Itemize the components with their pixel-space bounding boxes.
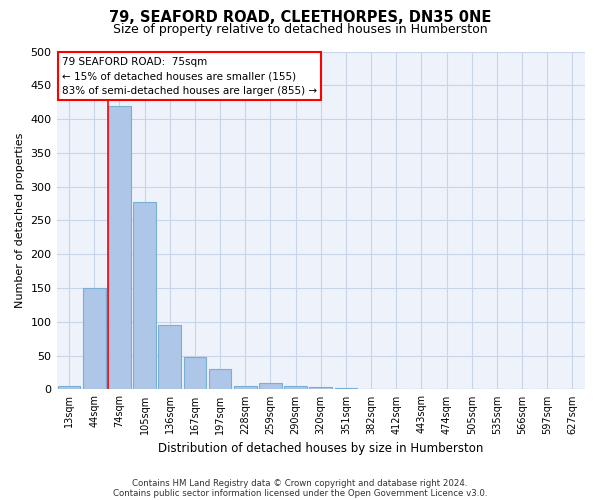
Text: Contains HM Land Registry data © Crown copyright and database right 2024.: Contains HM Land Registry data © Crown c… (132, 478, 468, 488)
Bar (133, 202, 156, 390)
Text: 79, SEAFORD ROAD, CLEETHORPES, DN35 0NE: 79, SEAFORD ROAD, CLEETHORPES, DN35 0NE (109, 10, 491, 25)
X-axis label: Distribution of detached houses by size in Humberston: Distribution of detached houses by size … (158, 442, 484, 455)
Bar (158, 325, 181, 390)
Bar (259, 382, 282, 390)
Text: Contains public sector information licensed under the Open Government Licence v3: Contains public sector information licen… (113, 488, 487, 498)
Bar (108, 106, 131, 390)
Bar (83, 288, 106, 390)
Bar (335, 388, 357, 390)
Bar (310, 388, 332, 390)
Text: Size of property relative to detached houses in Humberston: Size of property relative to detached ho… (113, 22, 487, 36)
Text: 79 SEAFORD ROAD:  75sqm
← 15% of detached houses are smaller (155)
83% of semi-d: 79 SEAFORD ROAD: 75sqm ← 15% of detached… (62, 56, 317, 96)
Bar (209, 369, 232, 390)
Bar (184, 357, 206, 390)
Bar (234, 386, 257, 390)
Bar (58, 386, 80, 390)
Y-axis label: Number of detached properties: Number of detached properties (15, 133, 25, 308)
Bar (284, 386, 307, 390)
